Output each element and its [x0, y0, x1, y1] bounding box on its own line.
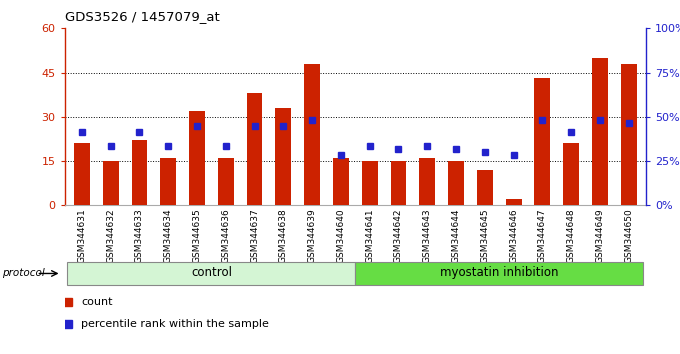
- Text: GSM344647: GSM344647: [538, 208, 547, 263]
- Text: GSM344631: GSM344631: [78, 208, 86, 263]
- Bar: [304, 64, 320, 205]
- Bar: [355, 262, 643, 285]
- Text: GSM344650: GSM344650: [624, 208, 633, 263]
- Text: GSM344632: GSM344632: [106, 208, 115, 263]
- Bar: [621, 64, 636, 205]
- Bar: [477, 170, 493, 205]
- Text: GSM344637: GSM344637: [250, 208, 259, 263]
- Text: percentile rank within the sample: percentile rank within the sample: [82, 319, 269, 329]
- Text: GSM344649: GSM344649: [596, 208, 605, 263]
- Text: GSM344633: GSM344633: [135, 208, 144, 263]
- Bar: [160, 158, 176, 205]
- Bar: [362, 161, 377, 205]
- Bar: [448, 161, 464, 205]
- Bar: [506, 199, 522, 205]
- Text: protocol: protocol: [2, 268, 45, 279]
- Text: GSM344643: GSM344643: [423, 208, 432, 263]
- Text: GSM344635: GSM344635: [192, 208, 201, 263]
- Text: GSM344641: GSM344641: [365, 208, 374, 263]
- Text: GSM344638: GSM344638: [279, 208, 288, 263]
- Bar: [275, 108, 291, 205]
- Text: GSM344646: GSM344646: [509, 208, 518, 263]
- Text: GSM344642: GSM344642: [394, 208, 403, 263]
- Bar: [131, 141, 148, 205]
- Bar: [333, 158, 349, 205]
- Text: GSM344636: GSM344636: [221, 208, 231, 263]
- Bar: [563, 143, 579, 205]
- Bar: [420, 158, 435, 205]
- Bar: [103, 161, 118, 205]
- Text: GSM344644: GSM344644: [452, 208, 460, 263]
- Text: GSM344648: GSM344648: [566, 208, 576, 263]
- Bar: [67, 262, 355, 285]
- Text: myostatin inhibition: myostatin inhibition: [440, 267, 558, 279]
- Bar: [74, 143, 90, 205]
- Bar: [534, 79, 550, 205]
- Bar: [390, 161, 407, 205]
- Text: GSM344639: GSM344639: [307, 208, 317, 263]
- Text: GSM344634: GSM344634: [164, 208, 173, 263]
- Bar: [592, 58, 608, 205]
- Bar: [189, 111, 205, 205]
- Bar: [218, 158, 234, 205]
- Text: count: count: [82, 297, 113, 307]
- Text: GSM344640: GSM344640: [337, 208, 345, 263]
- Text: GSM344645: GSM344645: [480, 208, 490, 263]
- Text: control: control: [191, 267, 232, 279]
- Text: GDS3526 / 1457079_at: GDS3526 / 1457079_at: [65, 10, 220, 23]
- Bar: [247, 93, 262, 205]
